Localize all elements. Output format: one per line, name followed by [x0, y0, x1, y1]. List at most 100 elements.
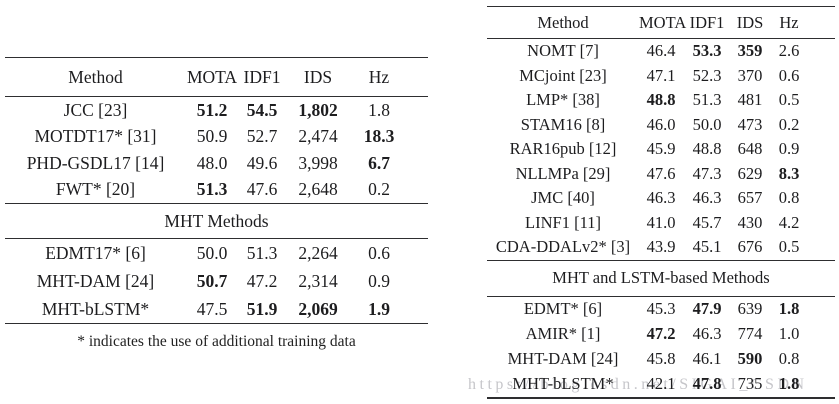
right-results-table: Method MOTA IDF1 IDS Hz NOMT [7] 46.4 53… — [487, 6, 835, 399]
mota-cell: 47.5 — [196, 298, 228, 319]
mota-cell: 46.4 — [646, 41, 676, 61]
csdn-watermark: https://blog.csdn.net/SIGAI_CSDN — [468, 376, 808, 393]
table-row: MOTDT17* [31] 50.9 52.7 2,474 18.3 — [5, 124, 428, 151]
method-cell: MOTDT17* [31] — [34, 126, 157, 147]
table-row: EDMT17* [6] 50.0 51.3 2,264 0.6 — [5, 239, 428, 267]
hz-cell: 0.9 — [778, 139, 800, 159]
hz-cell: 1.0 — [778, 324, 800, 343]
table-row: STAM16 [8] 46.0 50.0 473 0.2 — [487, 113, 835, 138]
method-cell: FWT* [20] — [55, 179, 136, 200]
column-header-method: Method — [537, 12, 589, 32]
method-cell: STAM16 [8] — [520, 114, 606, 134]
method-cell: MHT-bLSTM* — [512, 374, 614, 393]
hz-cell: 1.9 — [368, 298, 390, 319]
method-cell: MHT-bLSTM* — [41, 298, 150, 319]
hz-cell: 0.6 — [368, 242, 390, 263]
mota-cell: 48.8 — [646, 90, 676, 110]
mota-cell: 51.3 — [196, 179, 228, 200]
table-row: EDMT* [6] 45.3 47.9 639 1.8 — [487, 297, 835, 322]
ids-cell: 639 — [737, 299, 763, 318]
idf1-cell: 45.1 — [692, 237, 722, 257]
mota-cell: 50.9 — [196, 126, 228, 147]
published-methods-rows: NOMT [7] 46.4 53.3 359 2.6 MCjoint [23] … — [487, 39, 835, 260]
method-cell: EDMT17* [6] — [45, 242, 146, 263]
method-cell: MHT-DAM [24] — [36, 270, 155, 291]
ids-cell: 590 — [737, 349, 763, 368]
method-cell: NLLMPa [29] — [515, 163, 611, 183]
mota-cell: 43.9 — [646, 237, 676, 257]
idf1-cell: 51.3 — [692, 90, 722, 110]
ids-cell: 2,264 — [298, 242, 338, 263]
mota-cell: 47.1 — [646, 65, 676, 85]
hz-cell: 0.5 — [778, 90, 800, 110]
idf1-cell: 47.3 — [692, 163, 722, 183]
method-cell: JCC [23] — [63, 99, 128, 120]
top-rule — [5, 57, 428, 58]
method-cell: EDMT* [6] — [523, 299, 603, 318]
mota-cell: 42.1 — [646, 374, 676, 393]
ids-cell: 735 — [737, 374, 763, 393]
table-row: MHT-bLSTM* 42.1 47.8 735 1.8 — [487, 372, 835, 397]
idf1-cell: 46.1 — [692, 349, 722, 368]
mota-cell: 46.0 — [646, 114, 676, 134]
idf1-cell: 51.3 — [246, 242, 278, 263]
ids-cell: 2,648 — [298, 179, 338, 200]
hz-cell: 18.3 — [363, 126, 395, 147]
hz-cell: 1.8 — [368, 99, 390, 120]
mota-cell: 50.7 — [196, 270, 228, 291]
idf1-cell: 47.6 — [246, 179, 278, 200]
table-row: MHT-DAM [24] 50.7 47.2 2,314 0.9 — [5, 267, 428, 295]
hz-cell: 0.8 — [778, 349, 800, 368]
idf1-cell: 54.5 — [246, 99, 278, 120]
table-row: JCC [23] 51.2 54.5 1,802 1.8 — [5, 97, 428, 124]
mht-lstm-methods-rows: EDMT* [6] 45.3 47.9 639 1.8 AMIR* [1] 47… — [487, 297, 835, 397]
ids-cell: 3,998 — [298, 152, 338, 173]
table-footnote: * indicates the use of additional traini… — [77, 333, 356, 350]
table-row: RAR16pub [12] 45.9 48.8 648 0.9 — [487, 137, 835, 162]
table-row: MHT-DAM [24] 45.8 46.1 590 0.8 — [487, 347, 835, 372]
idf1-cell: 47.9 — [692, 299, 722, 318]
idf1-cell: 52.3 — [692, 65, 722, 85]
mota-cell: 45.9 — [646, 139, 676, 159]
method-cell: CDA-DDALv2* [3] — [495, 237, 631, 257]
idf1-cell: 53.3 — [692, 41, 722, 61]
table-row: NOMT [7] 46.4 53.3 359 2.6 — [487, 39, 835, 64]
mid-rule — [5, 203, 428, 204]
top-rule — [487, 6, 835, 7]
table-row: CDA-DDALv2* [3] 43.9 45.1 676 0.5 — [487, 235, 835, 260]
section-header: MHT and LSTM-based Methods — [487, 261, 835, 296]
column-header-mota: MOTA — [639, 12, 687, 32]
table-row: PHD-GSDL17 [14] 48.0 49.6 3,998 6.7 — [5, 150, 428, 177]
mota-cell: 45.8 — [646, 349, 676, 368]
mid-rule — [487, 38, 835, 39]
ids-cell: 359 — [737, 41, 763, 61]
column-header-idf1: IDF1 — [243, 66, 281, 87]
idf1-cell: 47.8 — [692, 374, 722, 393]
table-row: LINF1 [11] 41.0 45.7 430 4.2 — [487, 211, 835, 236]
mht-methods-rows: EDMT17* [6] 50.0 51.3 2,264 0.6 MHT-DAM … — [5, 239, 428, 323]
header-row: Method MOTA IDF1 IDS Hz — [5, 58, 428, 96]
column-header-hz: Hz — [368, 66, 390, 87]
mota-cell: 50.0 — [196, 242, 228, 263]
method-cell: AMIR* [1] — [525, 324, 601, 343]
mota-cell: 48.0 — [196, 152, 228, 173]
method-cell: RAR16pub [12] — [509, 139, 617, 159]
hz-cell: 8.3 — [778, 163, 800, 183]
ids-cell: 2,474 — [298, 126, 338, 147]
header-row: Method MOTA IDF1 IDS Hz — [487, 7, 835, 38]
hz-cell: 6.7 — [368, 152, 390, 173]
bottom-rule — [487, 396, 835, 399]
hz-cell: 4.2 — [778, 212, 800, 232]
ids-cell: 2,314 — [298, 270, 338, 291]
column-header-ids: IDS — [303, 66, 333, 87]
ids-cell: 481 — [737, 90, 763, 110]
method-cell: LINF1 [11] — [525, 212, 601, 232]
ids-cell: 657 — [737, 188, 763, 208]
ids-cell: 370 — [737, 65, 763, 85]
idf1-cell: 50.0 — [692, 114, 722, 134]
idf1-cell: 45.7 — [692, 212, 722, 232]
method-cell: LMP* [38] — [526, 90, 600, 110]
ids-cell: 774 — [737, 324, 763, 343]
idf1-cell: 47.2 — [246, 270, 278, 291]
mota-cell: 47.6 — [646, 163, 676, 183]
